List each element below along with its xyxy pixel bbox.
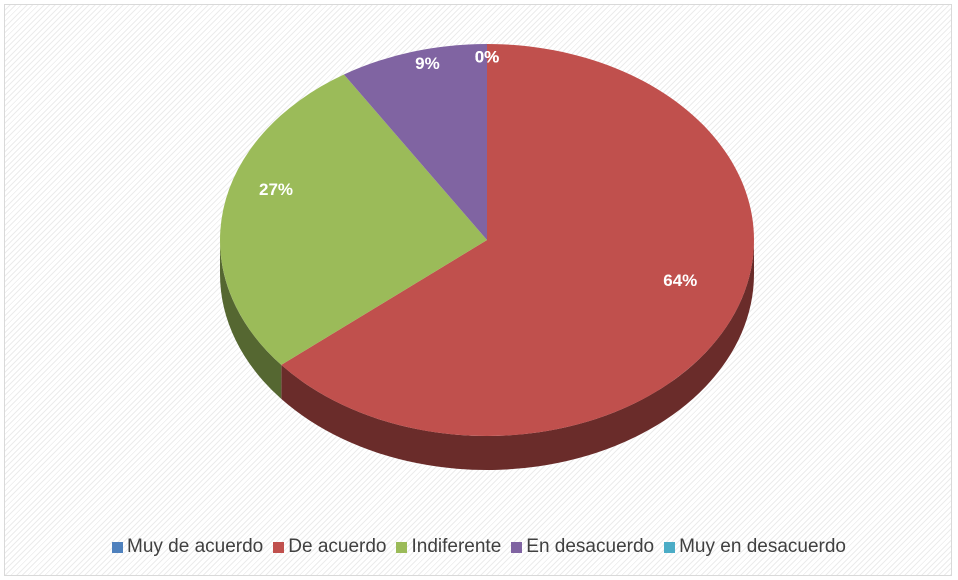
legend-label: Muy en desacuerdo bbox=[679, 536, 846, 557]
pie-slice bbox=[343, 44, 487, 240]
pie-slice-side bbox=[220, 240, 282, 399]
pie-slice bbox=[219, 74, 487, 365]
legend-label: Muy de acuerdo bbox=[127, 536, 264, 557]
data-label: 64% bbox=[663, 271, 697, 290]
legend-label: Indiferente bbox=[411, 536, 502, 557]
pie-slice bbox=[281, 44, 755, 436]
legend-swatch bbox=[396, 541, 408, 553]
legend-swatch bbox=[511, 541, 523, 553]
legend-item: En desacuerdo bbox=[511, 536, 654, 558]
legend-swatch bbox=[112, 541, 123, 553]
legend-item: Muy en desacuerdo bbox=[664, 536, 846, 558]
pie-slice-side bbox=[281, 240, 754, 470]
legend: Muy de acuerdo De acuerdo Indiferente En de… bbox=[0, 536, 958, 558]
legend-swatch bbox=[664, 541, 676, 553]
legend-item: Indiferente bbox=[396, 536, 501, 558]
data-label: 0% bbox=[475, 48, 500, 67]
data-label: 0% bbox=[475, 48, 500, 67]
legend-label: En desacuerdo bbox=[526, 536, 655, 557]
legend-item: Muy de acuerdo bbox=[112, 536, 263, 558]
legend-item: De acuerdo bbox=[273, 536, 386, 558]
data-label: 27% bbox=[259, 180, 293, 199]
legend-label: De acuerdo bbox=[288, 536, 387, 557]
legend-swatch bbox=[273, 541, 285, 553]
data-label: 9% bbox=[415, 54, 440, 73]
